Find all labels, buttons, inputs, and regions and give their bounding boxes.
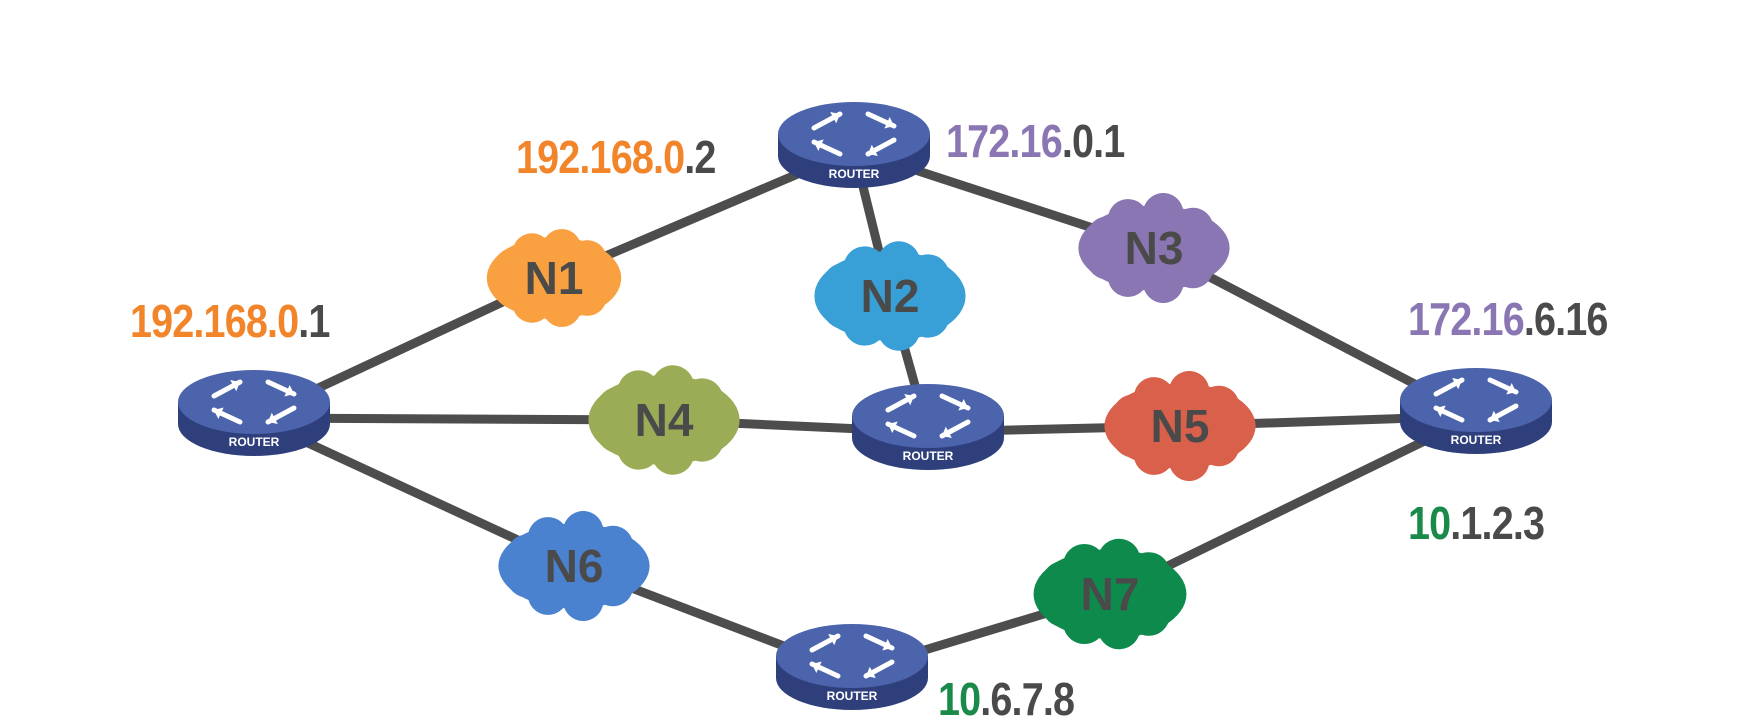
address-left: 192.168.0.1: [130, 298, 330, 344]
router-label: ROUTER: [1451, 433, 1502, 447]
address-host: .0.1: [1061, 115, 1125, 167]
router-label: ROUTER: [829, 167, 880, 181]
address-top-right: 172.16.0.1: [946, 115, 1125, 167]
address-net: 192.168.0: [516, 131, 685, 183]
address-host: .6.16: [1523, 293, 1609, 345]
address-host: .1.2.3: [1450, 497, 1545, 549]
router-center: ROUTER: [852, 384, 1004, 470]
address-right-bottom: 10.1.2.3: [1408, 497, 1545, 549]
routers: ROUTER ROUTER ROUTER ROUTER ROUTER: [178, 102, 1552, 710]
router-label: ROUTER: [903, 449, 954, 463]
router-right: ROUTER: [1400, 368, 1552, 454]
address-right-top: 172.16.6.16: [1408, 296, 1608, 342]
address-net: 172.16: [946, 115, 1063, 167]
cloud-shape: [818, 241, 961, 351]
cloud-label-n5: N5: [1151, 400, 1210, 452]
cloud-shape: [502, 510, 645, 622]
cloud-shape: [490, 229, 617, 327]
address-top-left: 192.168.0.2: [516, 134, 716, 180]
router-label: ROUTER: [229, 435, 280, 449]
cloud-shape: [1037, 538, 1182, 650]
address-net: 10: [938, 673, 981, 724]
cloud-label-n1: N1: [525, 252, 584, 304]
address-host: .1: [298, 295, 330, 347]
cloud-n3: N3: [1078, 192, 1230, 304]
cloud-n4: N4: [588, 365, 740, 475]
cloud-n2: N2: [814, 241, 966, 351]
cloud-shape: [1082, 192, 1225, 304]
cloud-shape: [1108, 370, 1251, 482]
link-n7-right: [1105, 411, 1481, 599]
router-arrows-icon: [885, 393, 971, 439]
router-arrows-icon: [211, 379, 297, 425]
cloud-n1: N1: [486, 229, 622, 327]
address-host: .6.7.8: [980, 673, 1075, 724]
cloud-label-n6: N6: [545, 540, 604, 592]
address-bottom: 10.6.7.8: [938, 673, 1075, 724]
address-net: 172.16: [1408, 293, 1525, 345]
cloud-label-n4: N4: [635, 394, 694, 446]
address-net: 10: [1408, 497, 1451, 549]
router-top: ROUTER: [778, 102, 930, 188]
address-host: .2: [684, 131, 716, 183]
router-arrows-icon: [1433, 377, 1519, 423]
clouds: N1 N2 N3 N4 N5 N6 N7: [486, 192, 1256, 650]
cloud-label-n3: N3: [1125, 222, 1184, 274]
cloud-n6: N6: [498, 510, 650, 622]
router-arrows-icon: [811, 111, 897, 157]
cloud-n5: N5: [1104, 370, 1256, 482]
cloud-shape: [592, 365, 735, 475]
router-bottom: ROUTER: [776, 624, 928, 710]
cloud-label-n2: N2: [861, 270, 920, 322]
router-arrows-icon: [809, 633, 895, 679]
address-net: 192.168.0: [130, 295, 299, 347]
cloud-label-n7: N7: [1081, 568, 1140, 620]
cloud-n7: N7: [1033, 538, 1187, 650]
router-left: ROUTER: [178, 370, 330, 456]
router-label: ROUTER: [827, 689, 878, 703]
